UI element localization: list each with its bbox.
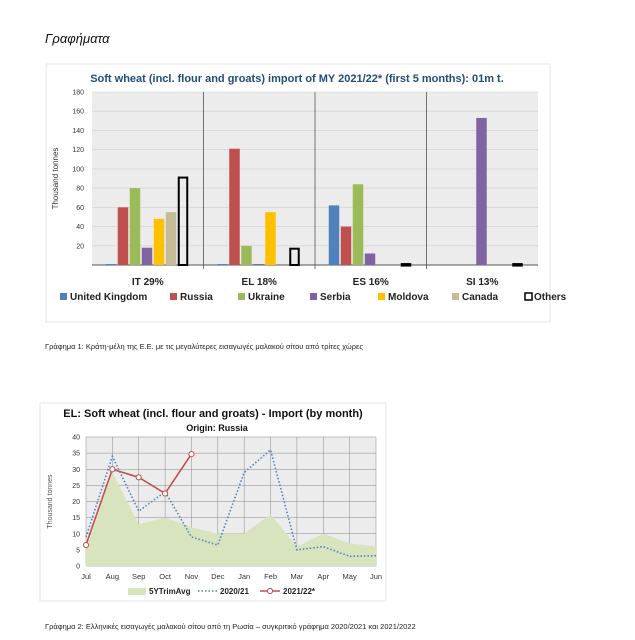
legend-swatch <box>524 292 533 301</box>
y-tick-label: 40 <box>76 224 84 231</box>
bar-moldova <box>153 218 165 265</box>
bar-united-kingdom <box>217 264 228 265</box>
point-2021-22 <box>188 450 195 458</box>
month-label: Nov <box>185 572 199 581</box>
chart-title: EL: Soft wheat (incl. flour and groats) … <box>63 408 363 420</box>
bar-others <box>400 263 412 267</box>
y-tick-label: 180 <box>72 90 84 97</box>
legend-swatch <box>310 293 317 300</box>
bar-serbia <box>364 253 376 265</box>
point-2021-22 <box>135 474 142 481</box>
line-2020-21 <box>85 448 377 558</box>
legend-swatch <box>378 293 385 300</box>
y-tick-label: 25 <box>72 483 80 490</box>
category-label: ES 16% <box>353 277 389 288</box>
bar-serbia <box>476 117 487 265</box>
y-tick-label: 10 <box>72 531 80 538</box>
chart-subtitle: Origin: Russia <box>186 423 249 433</box>
point-2021-22 <box>161 490 169 497</box>
y-axis-label: Thousand tonnes <box>47 474 54 529</box>
bar-ukraine <box>241 245 252 265</box>
legend-label: Ukraine <box>248 292 285 303</box>
bar-others <box>512 263 523 267</box>
y-tick-label: 60 <box>76 205 84 212</box>
month-label: Apr <box>317 572 329 581</box>
y-tick-label: 20 <box>72 499 80 506</box>
bar-russia <box>340 226 352 265</box>
bar-moldova <box>265 212 276 265</box>
bar-others <box>177 176 189 266</box>
month-label: Oct <box>159 572 172 581</box>
y-tick-label: 140 <box>72 128 84 135</box>
point-2021-22 <box>109 466 116 473</box>
bar-canada <box>165 212 177 265</box>
bar-russia <box>117 207 129 265</box>
legend-label: 2021/22* <box>283 587 316 596</box>
caption-chart-1: Γράφημα 1: Κράτη-μέλη της Ε.Ε. με τις με… <box>45 342 363 351</box>
bar-others <box>289 247 300 266</box>
legend-swatch <box>452 293 459 300</box>
caption-chart-2: Γράφημα 2: Ελληνικές εισαγωγές μαλακού σ… <box>45 622 416 631</box>
legend-swatch <box>60 293 67 300</box>
legend-label: 2020/21 <box>220 587 249 596</box>
y-tick-label: 80 <box>76 186 84 193</box>
y-tick-label: 40 <box>72 435 80 442</box>
month-label: Jul <box>81 572 91 581</box>
y-tick-label: 20 <box>76 243 84 250</box>
y-tick-label: 100 <box>72 166 84 173</box>
month-label: May <box>343 572 357 581</box>
month-label: Sep <box>132 572 145 581</box>
bar-ukraine <box>129 188 141 265</box>
y-tick-label: 5 <box>76 547 80 554</box>
month-label: Feb <box>264 572 277 581</box>
y-axis-label: Thousand tonnes <box>51 148 60 210</box>
y-tick-label: 160 <box>72 109 84 116</box>
y-tick-label: 30 <box>72 467 80 474</box>
bar-ukraine <box>352 184 364 265</box>
legend-swatch <box>170 293 177 300</box>
category-label: IT 29% <box>132 277 164 288</box>
legend-marker <box>266 587 274 595</box>
y-tick-label: 35 <box>72 451 80 458</box>
category-label: SI 13% <box>466 277 498 288</box>
legend-swatch <box>128 588 146 595</box>
month-label: Dec <box>211 572 225 581</box>
area-5ytrimavg <box>86 472 376 566</box>
category-label: EL 18% <box>242 277 277 288</box>
month-label: Jan <box>238 572 250 581</box>
legend-label: Others <box>534 292 567 303</box>
legend-label: Canada <box>462 292 499 303</box>
legend-swatch <box>238 293 245 300</box>
legend-label: Serbia <box>320 292 351 303</box>
y-tick-label: 0 <box>76 564 80 571</box>
legend-label: Russia <box>180 292 213 303</box>
month-label: Jun <box>370 572 382 581</box>
legend-label: Moldova <box>388 292 429 303</box>
month-label: Mar <box>290 572 303 581</box>
section-heading: Γραφήματα <box>45 31 110 46</box>
chart-title: Soft wheat (incl. flour and groats) impo… <box>90 73 504 85</box>
month-label: Aug <box>106 572 119 581</box>
bar-russia <box>229 148 240 265</box>
bar-united-kingdom <box>328 205 340 265</box>
bar-serbia <box>253 264 264 265</box>
y-tick-label: 120 <box>72 147 84 154</box>
y-tick-label: 15 <box>72 515 80 522</box>
point-2021-22 <box>82 541 90 549</box>
bar-serbia <box>141 247 153 265</box>
legend-label: 5YTrimAvg <box>149 587 191 596</box>
legend-label: United Kingdom <box>70 292 147 303</box>
bar-united-kingdom <box>105 264 117 265</box>
